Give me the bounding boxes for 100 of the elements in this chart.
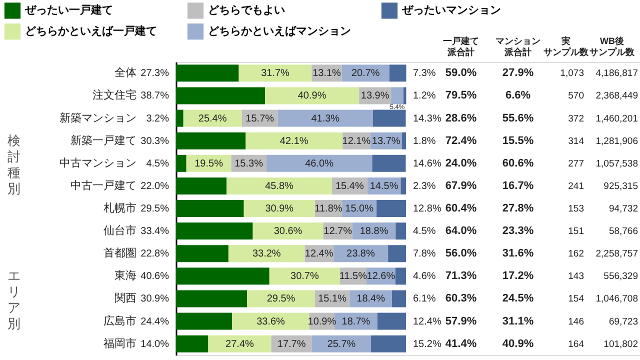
data-label: 14.5% — [370, 180, 398, 192]
data-label: 12.1% — [342, 136, 371, 147]
data-label: 1.2% — [413, 90, 436, 102]
legend-label: どちらかといえば一戸建て — [25, 24, 157, 38]
bar — [238, 64, 312, 82]
data-label: 4.5% — [146, 158, 170, 170]
text: 164 — [568, 338, 584, 350]
text: 15.5% — [502, 134, 534, 147]
text: 151 — [568, 226, 584, 238]
data-label: 29.5% — [266, 294, 296, 305]
bar — [312, 335, 372, 352]
text: 60.3% — [445, 292, 477, 305]
bar — [372, 154, 406, 172]
text: 1,046,708 — [596, 294, 638, 305]
y-tick-label: 注文住宅 — [92, 88, 136, 102]
data-label: 24.4% — [140, 316, 170, 328]
bar — [403, 87, 406, 104]
bar — [400, 177, 406, 194]
legend-label: どちらかといえばマンション — [208, 26, 351, 38]
text: 派合計 — [446, 47, 474, 57]
data-label: 33.4% — [140, 226, 170, 238]
y-tick-label: 中古マンション — [60, 156, 136, 170]
legend-label: どちらでもよい — [208, 4, 285, 17]
bar — [176, 110, 184, 127]
text: 2,258,757 — [596, 248, 638, 260]
bar — [232, 312, 310, 330]
text: 27.9% — [502, 67, 534, 80]
bar — [389, 64, 406, 82]
text: 41.4% — [445, 338, 477, 350]
data-label: 22.0% — [140, 180, 170, 192]
data-label: 15.1% — [318, 294, 347, 305]
bar — [176, 200, 244, 217]
y-tick-label: 全体 — [114, 67, 136, 80]
data-label: 3.2% — [146, 113, 170, 124]
text: 1,073 — [560, 68, 584, 80]
data-label: 29.5% — [140, 204, 170, 214]
text: 派合計 — [504, 47, 532, 57]
data-label: 7.8% — [413, 248, 436, 260]
text: 16.7% — [502, 180, 534, 192]
bar — [228, 245, 305, 262]
text: 101,802 — [604, 338, 638, 350]
text: 検討種別 — [8, 132, 20, 196]
y-tick-label: 中古一戸建て — [70, 178, 136, 192]
legend-label: ぜったいマンション — [401, 4, 501, 17]
bar — [402, 132, 406, 150]
data-label: 4.6% — [413, 271, 436, 282]
data-label: 20.7% — [351, 68, 380, 80]
data-label: 30.9% — [265, 204, 294, 214]
bar — [247, 290, 315, 308]
bar — [176, 335, 208, 352]
text: 143 — [568, 271, 584, 282]
text: 28.6% — [445, 112, 477, 124]
bar — [376, 200, 406, 217]
text: 24.5% — [502, 292, 534, 305]
data-label: 18.8% — [360, 226, 388, 238]
text: 372 — [568, 113, 584, 124]
y-tick-label: 仙台市 — [104, 224, 136, 238]
data-label: 31.7% — [261, 68, 290, 80]
bar — [176, 87, 266, 104]
text: 146 — [568, 316, 584, 328]
bar — [244, 200, 315, 217]
text: 1,460,201 — [596, 113, 638, 124]
data-label: 30.3% — [140, 136, 170, 147]
text: 154 — [568, 294, 584, 305]
bar — [176, 268, 270, 285]
data-label: 33.6% — [256, 316, 286, 328]
bar — [246, 132, 343, 150]
text: 24.0% — [445, 157, 477, 170]
bar — [372, 110, 406, 127]
data-label: 15.4% — [335, 180, 364, 192]
text: エリア別 — [8, 268, 20, 332]
data-label: 15.0% — [345, 204, 374, 214]
bar — [183, 110, 242, 127]
text: 実 — [560, 36, 570, 46]
data-label: 18.4% — [356, 294, 386, 305]
data-label: 7.3% — [413, 68, 436, 80]
data-label: 33.2% — [252, 248, 281, 260]
text: 94,732 — [608, 204, 638, 214]
data-label: 30.9% — [140, 294, 170, 305]
data-label: 22.8% — [140, 248, 170, 260]
bar — [176, 154, 186, 172]
data-label: 12.4% — [413, 316, 442, 328]
bar — [278, 110, 373, 127]
y-tick-label: 新築マンション — [60, 111, 136, 124]
legend-label: ぜったい一戸建て — [24, 4, 113, 17]
text: 71.3% — [445, 270, 477, 282]
text: 4,186,817 — [596, 68, 638, 80]
data-label: 30.7% — [290, 271, 319, 282]
bar — [395, 268, 406, 285]
bar — [176, 312, 232, 330]
data-label: 41.3% — [311, 113, 340, 124]
y-tick-label: 広島市 — [104, 314, 136, 328]
text: 17.2% — [502, 270, 534, 282]
bar — [377, 312, 406, 330]
y-tick-label: 福岡市 — [104, 336, 136, 350]
text: 67.9% — [445, 180, 477, 192]
text: 314 — [568, 136, 584, 147]
text: サンプル数 — [544, 47, 590, 57]
text: 925,315 — [604, 180, 638, 192]
bar — [208, 335, 272, 352]
